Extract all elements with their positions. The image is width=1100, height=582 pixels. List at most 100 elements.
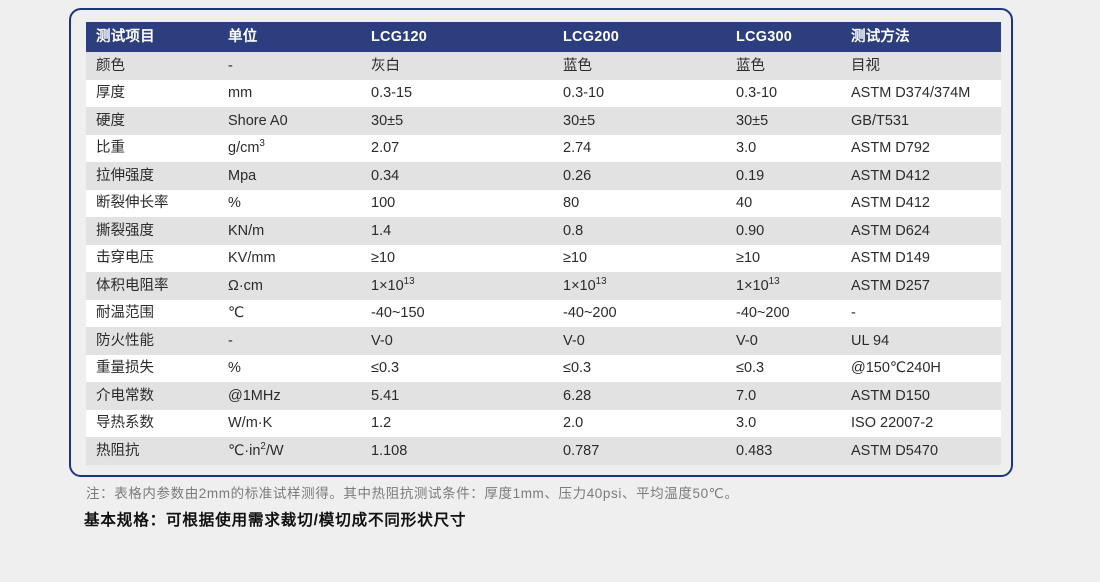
table-row: 硬度 Shore A0 30±5 30±5 30±5 GB/T531 bbox=[86, 107, 1001, 135]
cell-unit: Mpa bbox=[218, 162, 361, 190]
cell-lcg300: 30±5 bbox=[726, 107, 841, 135]
cell-property: 介电常数 bbox=[86, 382, 218, 410]
column-header-property: 测试项目 bbox=[86, 22, 218, 52]
cell-lcg300: ≥10 bbox=[726, 244, 841, 272]
cell-method: GB/T531 bbox=[841, 107, 1001, 135]
cell-lcg120: 灰白 bbox=[361, 52, 553, 80]
cell-lcg200: 0.787 bbox=[553, 437, 726, 465]
cell-property: 体积电阻率 bbox=[86, 272, 218, 300]
cell-lcg200: 蓝色 bbox=[553, 52, 726, 80]
spec-table-wrapper: 测试项目 单位 LCG120 LCG200 LCG300 测试方法 颜色 - 灰白蓝… bbox=[86, 22, 1001, 465]
cell-lcg120: 100 bbox=[361, 189, 553, 217]
cell-method: ASTM D412 bbox=[841, 189, 1001, 217]
cell-unit: ℃·in2/W bbox=[218, 437, 361, 465]
cell-property: 拉伸强度 bbox=[86, 162, 218, 190]
table-row: 导热系数 W/m·K 1.2 2.0 3.0 ISO 22007-2 bbox=[86, 409, 1001, 437]
cell-method: ASTM D624 bbox=[841, 217, 1001, 245]
cell-property: 耐温范围 bbox=[86, 299, 218, 327]
spec-table-card bbox=[69, 8, 1013, 477]
column-header-lcg200: LCG200 bbox=[553, 22, 726, 52]
cell-method: ISO 22007-2 bbox=[841, 409, 1001, 437]
cell-method: ASTM D149 bbox=[841, 244, 1001, 272]
table-row: 拉伸强度 Mpa 0.34 0.26 0.19 ASTM D412 bbox=[86, 162, 1001, 190]
table-row: 撕裂强度 KN/m 1.4 0.8 0.90 ASTM D624 bbox=[86, 217, 1001, 245]
cell-method: UL 94 bbox=[841, 327, 1001, 355]
cell-property: 撕裂强度 bbox=[86, 217, 218, 245]
cell-method: ASTM D5470 bbox=[841, 437, 1001, 465]
cell-lcg120: 30±5 bbox=[361, 107, 553, 135]
cell-property: 防火性能 bbox=[86, 327, 218, 355]
cell-lcg200: V-0 bbox=[553, 327, 726, 355]
cell-unit: @1MHz bbox=[218, 382, 361, 410]
cell-unit: Ω·cm bbox=[218, 272, 361, 300]
table-row: 断裂伸长率% 100 80 40 ASTM D412 bbox=[86, 189, 1001, 217]
cell-lcg200: 0.26 bbox=[553, 162, 726, 190]
cell-unit: ℃ bbox=[218, 299, 361, 327]
cell-unit: W/m·K bbox=[218, 409, 361, 437]
cell-property: 比重 bbox=[86, 134, 218, 162]
cell-unit: KV/mm bbox=[218, 244, 361, 272]
cell-lcg200: 0.8 bbox=[553, 217, 726, 245]
column-header-unit: 单位 bbox=[218, 22, 361, 52]
cell-property: 热阻抗 bbox=[86, 437, 218, 465]
cell-lcg120: 0.3-15 bbox=[361, 79, 553, 107]
cell-lcg200: 80 bbox=[553, 189, 726, 217]
cell-lcg200: 2.0 bbox=[553, 409, 726, 437]
superscript: 2 bbox=[260, 440, 266, 452]
table-header: 测试项目 单位 LCG120 LCG200 LCG300 测试方法 bbox=[86, 22, 1001, 52]
cell-property: 硬度 bbox=[86, 107, 218, 135]
cell-lcg200: 2.74 bbox=[553, 134, 726, 162]
cell-lcg300: 3.0 bbox=[726, 134, 841, 162]
cell-lcg300: 0.483 bbox=[726, 437, 841, 465]
cell-lcg120: 0.34 bbox=[361, 162, 553, 190]
cell-lcg120: 1.2 bbox=[361, 409, 553, 437]
cell-lcg300: 1×1013 bbox=[726, 272, 841, 300]
cell-lcg120: ≥10 bbox=[361, 244, 553, 272]
cell-property: 厚度 bbox=[86, 79, 218, 107]
cell-lcg300: ≤0.3 bbox=[726, 354, 841, 382]
cell-lcg300: -40~200 bbox=[726, 299, 841, 327]
column-header-lcg120: LCG120 bbox=[361, 22, 553, 52]
cell-lcg300: 40 bbox=[726, 189, 841, 217]
cell-method: ASTM D257 bbox=[841, 272, 1001, 300]
superscript: 3 bbox=[259, 138, 265, 150]
cell-lcg120: 1.108 bbox=[361, 437, 553, 465]
cell-unit: g/cm3 bbox=[218, 134, 361, 162]
table-row: 颜色 - 灰白 蓝色 蓝色 目视 bbox=[86, 52, 1001, 80]
cell-method: ASTM D792 bbox=[841, 134, 1001, 162]
superscript: 13 bbox=[403, 275, 415, 287]
cell-lcg300: V-0 bbox=[726, 327, 841, 355]
cell-lcg300: 3.0 bbox=[726, 409, 841, 437]
table-row: 体积电阻率 Ω·cm 1×1013 1×1013 1×1013 ASTM D257 bbox=[86, 272, 1001, 300]
cell-lcg200: 30±5 bbox=[553, 107, 726, 135]
cell-method: ASTM D412 bbox=[841, 162, 1001, 190]
cell-unit: % bbox=[218, 354, 361, 382]
table-row: 耐温范围 ℃ -40~150 -40~200 -40~200- bbox=[86, 299, 1001, 327]
cell-lcg300: 0.3-10 bbox=[726, 79, 841, 107]
table-row: 重量损失% ≤0.3 ≤0.3 ≤0.3 @150℃240H bbox=[86, 354, 1001, 382]
cell-lcg200: 1×1013 bbox=[553, 272, 726, 300]
specification-table: 测试项目 单位 LCG120 LCG200 LCG300 测试方法 颜色 - 灰白蓝… bbox=[86, 22, 1001, 465]
cell-unit: - bbox=[218, 52, 361, 80]
cell-lcg200: 0.3-10 bbox=[553, 79, 726, 107]
basic-spec-text: 基本规格：可根据使用需求裁切/模切成不同形状尺寸 bbox=[84, 512, 467, 529]
superscript: 13 bbox=[595, 275, 607, 287]
cell-property: 重量损失 bbox=[86, 354, 218, 382]
cell-unit: Shore A0 bbox=[218, 107, 361, 135]
table-header-row: 测试项目 单位 LCG120 LCG200 LCG300 测试方法 bbox=[86, 22, 1001, 52]
cell-lcg300: 7.0 bbox=[726, 382, 841, 410]
column-header-method: 测试方法 bbox=[841, 22, 1001, 52]
table-row: 介电常数 @1MHz 5.41 6.28 7.0 ASTM D150 bbox=[86, 382, 1001, 410]
cell-unit: KN/m bbox=[218, 217, 361, 245]
footnote-text: 注：表格内参数由2mm的标准试样测得。其中热阻抗测试条件：厚度1mm、压力40p… bbox=[86, 486, 739, 501]
cell-method: - bbox=[841, 299, 1001, 327]
cell-lcg300: 0.19 bbox=[726, 162, 841, 190]
cell-property: 击穿电压 bbox=[86, 244, 218, 272]
cell-lcg120: -40~150 bbox=[361, 299, 553, 327]
cell-property: 断裂伸长率 bbox=[86, 189, 218, 217]
cell-lcg200: -40~200 bbox=[553, 299, 726, 327]
cell-lcg120: 1.4 bbox=[361, 217, 553, 245]
superscript: 13 bbox=[768, 275, 780, 287]
cell-lcg200: ≤0.3 bbox=[553, 354, 726, 382]
